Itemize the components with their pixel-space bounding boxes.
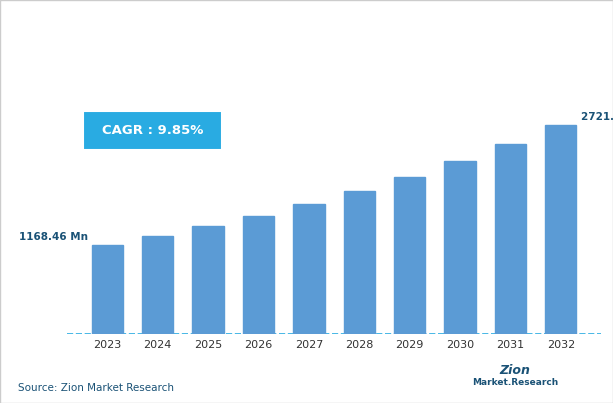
Bar <box>243 216 274 334</box>
Text: 1168.46 Mn: 1168.46 Mn <box>18 232 88 242</box>
Text: 2721.54 Mn: 2721.54 Mn <box>581 112 613 123</box>
Text: Global Market Size, 2024-2032 (USD Million): Global Market Size, 2024-2032 (USD Milli… <box>160 56 453 69</box>
Bar <box>344 191 375 334</box>
Bar <box>394 177 425 334</box>
Bar <box>142 236 173 334</box>
Bar <box>495 144 526 334</box>
Bar <box>192 226 224 334</box>
Bar <box>293 204 324 334</box>
Text: Source: Zion Market Research: Source: Zion Market Research <box>18 383 174 393</box>
Text: Zion: Zion <box>500 364 530 377</box>
FancyBboxPatch shape <box>83 111 222 150</box>
Text: CAGR : 9.85%: CAGR : 9.85% <box>102 124 204 137</box>
Bar <box>545 125 576 334</box>
Text: Underground Utility Mapping Market,: Underground Utility Mapping Market, <box>123 17 490 35</box>
Text: Market.Research: Market.Research <box>472 378 558 387</box>
Bar <box>92 245 123 334</box>
Bar <box>444 161 476 334</box>
